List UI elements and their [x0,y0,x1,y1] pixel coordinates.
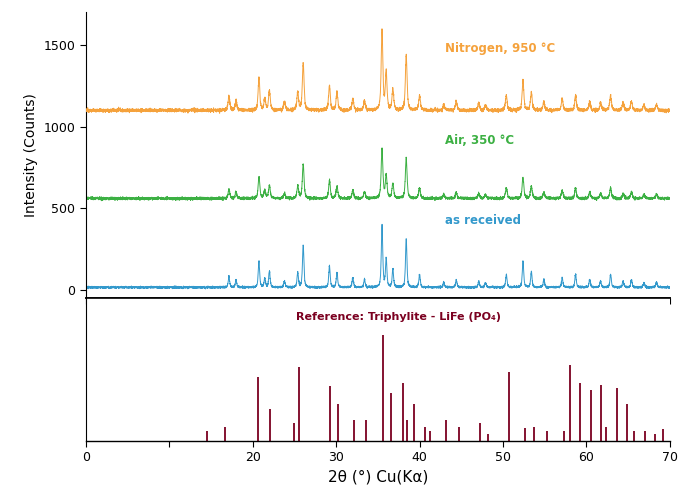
Y-axis label: Intensity (Counts): Intensity (Counts) [24,93,38,217]
Text: Reference: Triphylite - LiFe (PO₄): Reference: Triphylite - LiFe (PO₄) [296,312,501,322]
X-axis label: 2θ (°) Cu(Kα): 2θ (°) Cu(Kα) [328,470,428,485]
Text: Air, 350 °C: Air, 350 °C [445,134,514,147]
Text: Nitrogen, 950 °C: Nitrogen, 950 °C [445,42,555,55]
Text: as received: as received [445,214,521,227]
